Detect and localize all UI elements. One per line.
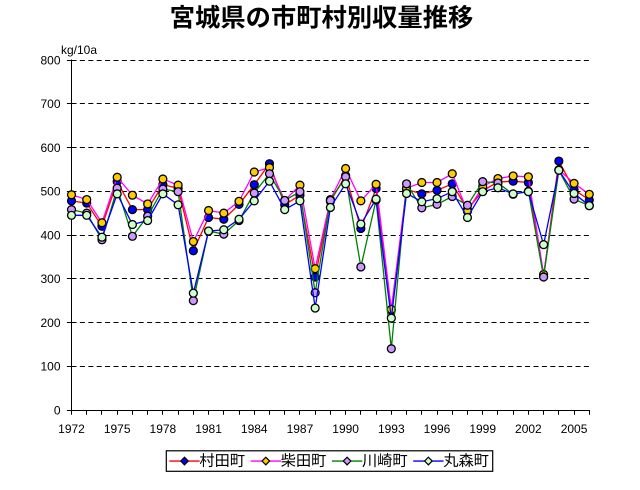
svg-text:300: 300 (40, 272, 60, 286)
svg-text:1999: 1999 (469, 422, 496, 436)
svg-text:600: 600 (40, 141, 60, 155)
svg-text:1981: 1981 (195, 422, 222, 436)
svg-text:1996: 1996 (424, 422, 451, 436)
svg-text:700: 700 (40, 97, 60, 111)
svg-text:1993: 1993 (378, 422, 405, 436)
svg-text:1987: 1987 (287, 422, 314, 436)
svg-text:kg/10a: kg/10a (61, 43, 97, 57)
svg-text:1990: 1990 (332, 422, 359, 436)
svg-text:800: 800 (40, 53, 60, 67)
svg-text:500: 500 (40, 185, 60, 199)
svg-text:1975: 1975 (104, 422, 131, 436)
svg-text:1984: 1984 (241, 422, 268, 436)
svg-text:2002: 2002 (515, 422, 542, 436)
svg-text:1978: 1978 (150, 422, 177, 436)
svg-text:0: 0 (54, 403, 61, 417)
svg-text:1972: 1972 (58, 422, 85, 436)
svg-text:400: 400 (40, 228, 60, 242)
svg-text:200: 200 (40, 316, 60, 330)
svg-text:100: 100 (40, 360, 60, 374)
svg-text:2005: 2005 (561, 422, 588, 436)
